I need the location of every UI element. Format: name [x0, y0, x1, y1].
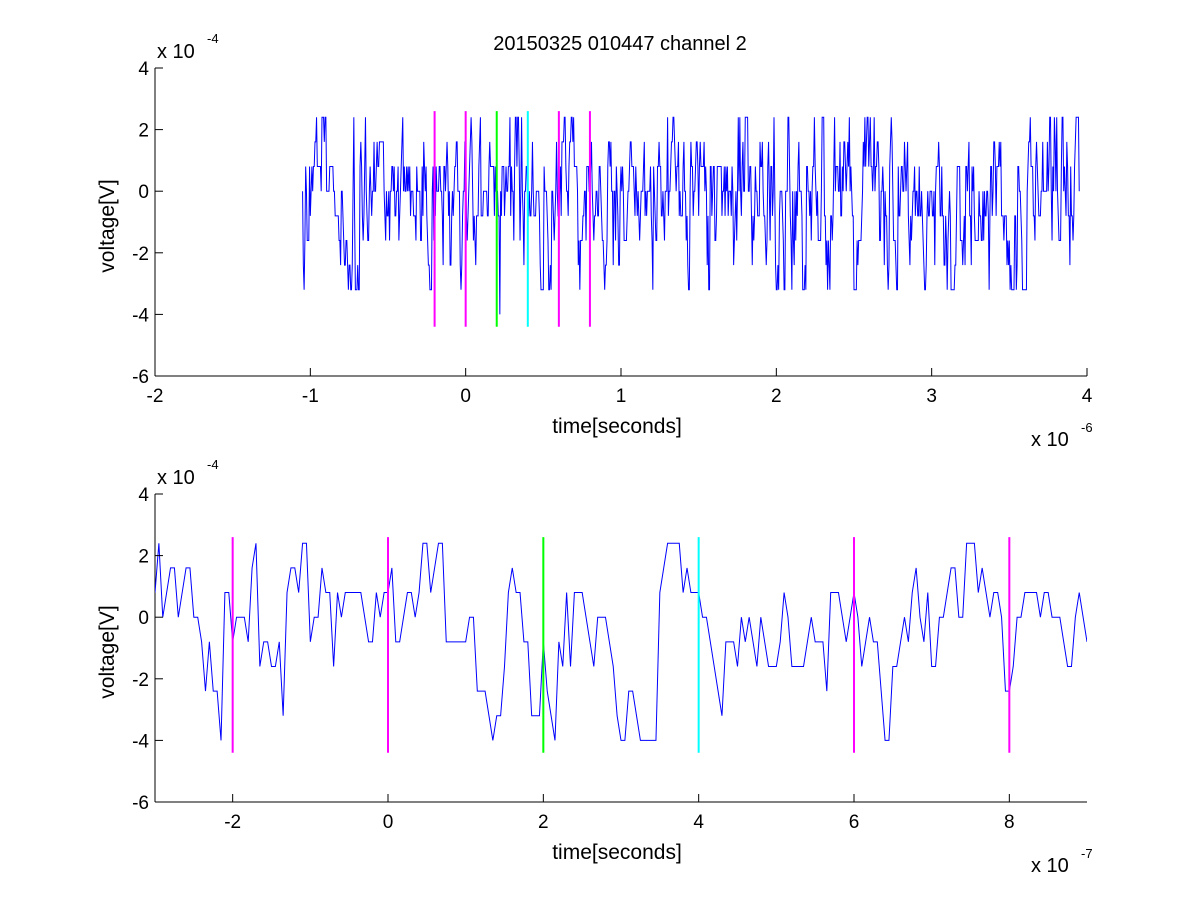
- x-exponent-label: x 10: [1031, 855, 1069, 877]
- x-tick-label: 3: [926, 386, 937, 407]
- y-tick-label: 2: [138, 121, 149, 142]
- y-axis-label: voltage[V]: [96, 605, 119, 698]
- x-tick-label: 6: [849, 812, 860, 833]
- plot-area: [155, 494, 1087, 802]
- y-tick-label: -2: [132, 244, 149, 265]
- x-tick-label: 4: [1082, 386, 1093, 407]
- x-tick-label: -1: [302, 386, 319, 407]
- x-tick-label: 0: [460, 386, 471, 407]
- x-exponent-power: -6: [1081, 420, 1093, 435]
- top-plot: -2 -1 0 1 2 3 4 -6 -4 -2 0 2 4 time[seconds] voltage[V…: [96, 31, 1093, 451]
- x-exponent-power: -7: [1081, 846, 1093, 861]
- y-tick-label: -6: [132, 367, 149, 388]
- bottom-plot: -2 0 2 4 6 8 -6 -4 -2 0 2 4 time[seconds] voltage[V] x…: [96, 457, 1093, 877]
- y-tick-label: 4: [138, 485, 149, 506]
- y-exponent-label: x 10: [157, 467, 195, 489]
- y-exponent-power: -4: [207, 31, 219, 46]
- x-tick-label: 0: [383, 812, 394, 833]
- y-tick-label: -6: [132, 793, 149, 814]
- x-tick-label: 4: [693, 812, 704, 833]
- plot-area: [155, 68, 1087, 376]
- figure-title: 20150325 010447 channel 2: [493, 33, 747, 55]
- y-tick-label: 0: [138, 182, 149, 203]
- x-axis-label: time[seconds]: [552, 841, 682, 864]
- x-tick-label: 8: [1004, 812, 1015, 833]
- signal-series-line: [302, 116, 1080, 315]
- y-tick-label: -2: [132, 670, 149, 691]
- y-tick-label: -4: [132, 731, 149, 752]
- y-tick-label: 2: [138, 547, 149, 568]
- x-tick-label: -2: [224, 812, 241, 833]
- y-axis-label: voltage[V]: [96, 179, 119, 272]
- x-tick-label: 1: [616, 386, 627, 407]
- x-tick-label: 2: [538, 812, 549, 833]
- x-tick-label: -2: [147, 386, 164, 407]
- x-exponent-label: x 10: [1031, 429, 1069, 451]
- x-axis-label: time[seconds]: [552, 415, 682, 438]
- y-tick-label: -4: [132, 305, 149, 326]
- y-exponent-label: x 10: [157, 41, 195, 63]
- x-tick-label: 2: [771, 386, 782, 407]
- y-tick-label: 4: [138, 59, 149, 80]
- y-tick-label: 0: [138, 608, 149, 629]
- signal-series-line: [155, 542, 1087, 741]
- y-exponent-power: -4: [207, 457, 219, 472]
